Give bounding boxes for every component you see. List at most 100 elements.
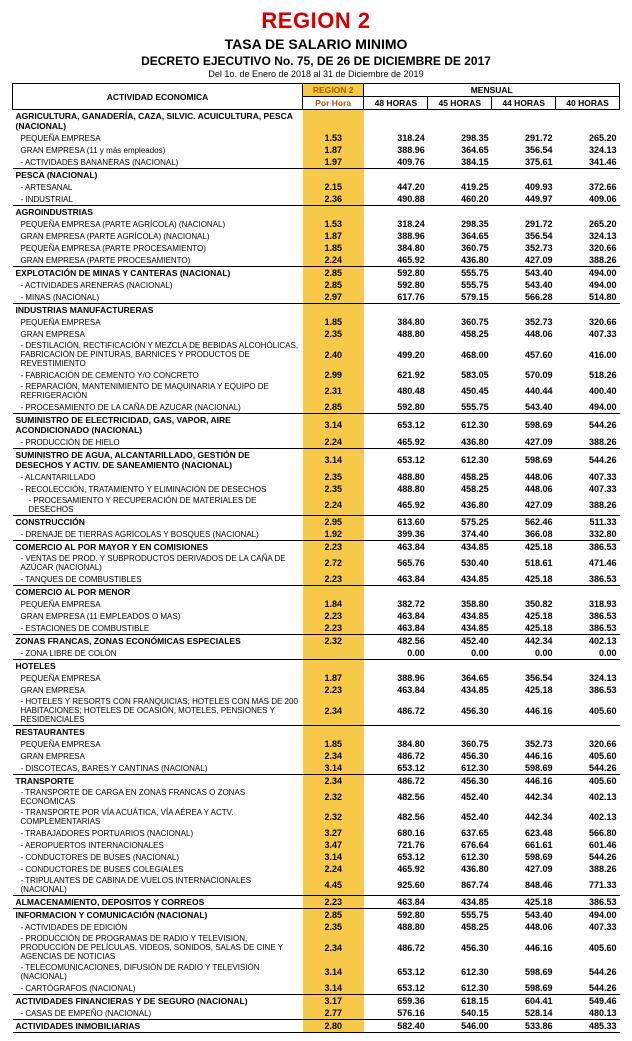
monthly-cell: 416.00 — [556, 340, 620, 369]
monthly-cell: 425.18 — [492, 573, 556, 586]
per-hour-cell: 2.34 — [303, 775, 364, 788]
monthly-cell: 598.69 — [492, 962, 556, 982]
activity-cell: - TELECOMUNICACIONES, DIFUSIÓN DE RADIO … — [13, 962, 303, 982]
monthly-cell: 598.69 — [492, 851, 556, 863]
per-hour-cell: 2.85 — [303, 401, 364, 414]
monthly-cell: 661.61 — [492, 839, 556, 851]
monthly-cell: 499.20 — [364, 340, 428, 369]
monthly-cell: 612.30 — [428, 762, 492, 775]
monthly-cell — [428, 660, 492, 673]
table-row: - TRIPULANTES DE CABINA DE VUELOS INTERN… — [13, 875, 620, 896]
monthly-cell: 576.16 — [364, 1007, 428, 1020]
monthly-cell: 566.80 — [556, 827, 620, 839]
activity-cell: - REPARACIÓN, MANTENIMIENTO DE MAQUINARI… — [13, 381, 303, 401]
table-row: - INDUSTRIAL2.36490.88460.20449.97409.06 — [13, 193, 620, 206]
activity-cell: - FABRICACIÓN DE CEMENTO Y/O CONCRETO — [13, 369, 303, 381]
table-row: COMERCIO AL POR MENOR — [13, 586, 620, 599]
monthly-cell: 482.56 — [364, 635, 428, 648]
monthly-cell: 386.53 — [556, 684, 620, 696]
monthly-cell: 555.75 — [428, 279, 492, 291]
monthly-cell: 405.60 — [556, 933, 620, 962]
per-hour-cell: 1.92 — [303, 528, 364, 541]
per-hour-cell: 2.32 — [303, 787, 364, 807]
monthly-cell: 540.15 — [428, 1007, 492, 1020]
monthly-cell: 409.93 — [492, 181, 556, 193]
monthly-cell: 386.53 — [556, 541, 620, 554]
monthly-cell: 653.12 — [364, 851, 428, 863]
table-row: - DISCOTECAS, BARES Y CANTINAS (NACIONAL… — [13, 762, 620, 775]
per-hour-cell: 2.23 — [303, 573, 364, 586]
monthly-cell: 364.65 — [428, 144, 492, 156]
per-hour-cell: 1.85 — [303, 738, 364, 750]
per-hour-cell: 4.45 — [303, 875, 364, 896]
monthly-cell: 598.69 — [492, 414, 556, 437]
activity-cell: CONSTRUCCIÓN — [13, 516, 303, 529]
monthly-cell: 925.60 — [364, 875, 428, 896]
monthly-cell: 544.26 — [556, 414, 620, 437]
monthly-cell: 598.69 — [492, 982, 556, 995]
activity-cell: - RECOLECCIÓN, TRATAMIENTO Y ELIMINACIÓN… — [13, 483, 303, 495]
monthly-cell: 427.09 — [492, 254, 556, 267]
monthly-cell: 653.12 — [364, 449, 428, 472]
per-hour-cell — [303, 647, 364, 660]
activity-cell: ACTIVIDADES FINANCIERAS Y DE SEGURO (NAC… — [13, 995, 303, 1008]
table-row: GRAN EMPRESA2.23463.84434.85425.18386.53 — [13, 684, 620, 696]
monthly-cell: 612.30 — [428, 851, 492, 863]
monthly-cell: 494.00 — [556, 267, 620, 280]
monthly-cell: 592.80 — [364, 267, 428, 280]
activity-cell: GRAN EMPRESA — [13, 750, 303, 762]
monthly-cell — [492, 726, 556, 739]
monthly-cell — [364, 206, 428, 219]
activity-cell: INFORMACION Y COMUNICACIÓN (NACIONAL) — [13, 909, 303, 922]
table-row: GRAN EMPRESA (PARTE PROCESAMIENTO)2.2446… — [13, 254, 620, 267]
monthly-cell: 386.53 — [556, 622, 620, 635]
monthly-cell: 458.25 — [428, 471, 492, 483]
per-hour-cell: 2.24 — [303, 863, 364, 875]
activity-cell: - ALCANTARILLADO — [13, 471, 303, 483]
activity-cell: COMERCIO AL POR MENOR — [13, 586, 303, 599]
monthly-cell: 374.40 — [428, 528, 492, 541]
monthly-cell: 488.80 — [364, 471, 428, 483]
monthly-cell: 452.40 — [428, 635, 492, 648]
period-title: Del 1o. de Enero de 2018 al 31 de Diciem… — [12, 69, 620, 79]
monthly-cell: 463.84 — [364, 541, 428, 554]
monthly-cell: 546.00 — [428, 1020, 492, 1033]
activity-cell: - TANQUES DE COMBUSTIBLES — [13, 573, 303, 586]
monthly-cell: 320.66 — [556, 738, 620, 750]
monthly-cell: 562.46 — [492, 516, 556, 529]
monthly-cell: 364.65 — [428, 230, 492, 242]
monthly-cell: 771.33 — [556, 875, 620, 896]
activity-cell: PEQUEÑA EMPRESA (PARTE AGRÍCOLA) (NACION… — [13, 218, 303, 230]
monthly-cell — [556, 304, 620, 317]
region-title: REGION 2 — [12, 8, 620, 34]
monthly-cell: 402.13 — [556, 787, 620, 807]
monthly-cell: 721.76 — [364, 839, 428, 851]
monthly-cell: 434.85 — [428, 684, 492, 696]
activity-cell: - HOTELES Y RESORTS CON FRANQUICIAS; HOT… — [13, 696, 303, 726]
activity-cell: TRANSPORTE — [13, 775, 303, 788]
monthly-cell: 407.33 — [556, 921, 620, 933]
monthly-cell: 0.00 — [492, 647, 556, 660]
monthly-cell: 440.44 — [492, 381, 556, 401]
monthly-cell: 352.73 — [492, 316, 556, 328]
table-row: PEQUEÑA EMPRESA1.85384.80360.75352.73320… — [13, 316, 620, 328]
monthly-cell: 480.13 — [556, 1007, 620, 1020]
monthly-cell: 528.14 — [492, 1007, 556, 1020]
col-porhora: Por Hora — [303, 97, 364, 110]
per-hour-cell: 3.14 — [303, 449, 364, 472]
activity-cell: - CONDUCTORES DE BUSES COLEGIALES — [13, 863, 303, 875]
monthly-cell: 332.80 — [556, 528, 620, 541]
monthly-cell: 460.20 — [428, 193, 492, 206]
per-hour-cell: 2.34 — [303, 750, 364, 762]
monthly-cell: 601.46 — [556, 839, 620, 851]
monthly-cell: 555.75 — [428, 267, 492, 280]
activity-cell: PEQUEÑA EMPRESA (PARTE PROCESAMIENTO) — [13, 242, 303, 254]
activity-cell: GRAN EMPRESA — [13, 684, 303, 696]
monthly-cell: 617.76 — [364, 291, 428, 304]
table-row: - ACTIVIDADES BANANERAS (NACIONAL)1.9740… — [13, 156, 620, 169]
per-hour-cell: 2.35 — [303, 328, 364, 340]
monthly-cell: 613.60 — [364, 516, 428, 529]
monthly-cell: 598.69 — [492, 449, 556, 472]
monthly-cell: 598.69 — [492, 762, 556, 775]
monthly-cell: 456.30 — [428, 775, 492, 788]
